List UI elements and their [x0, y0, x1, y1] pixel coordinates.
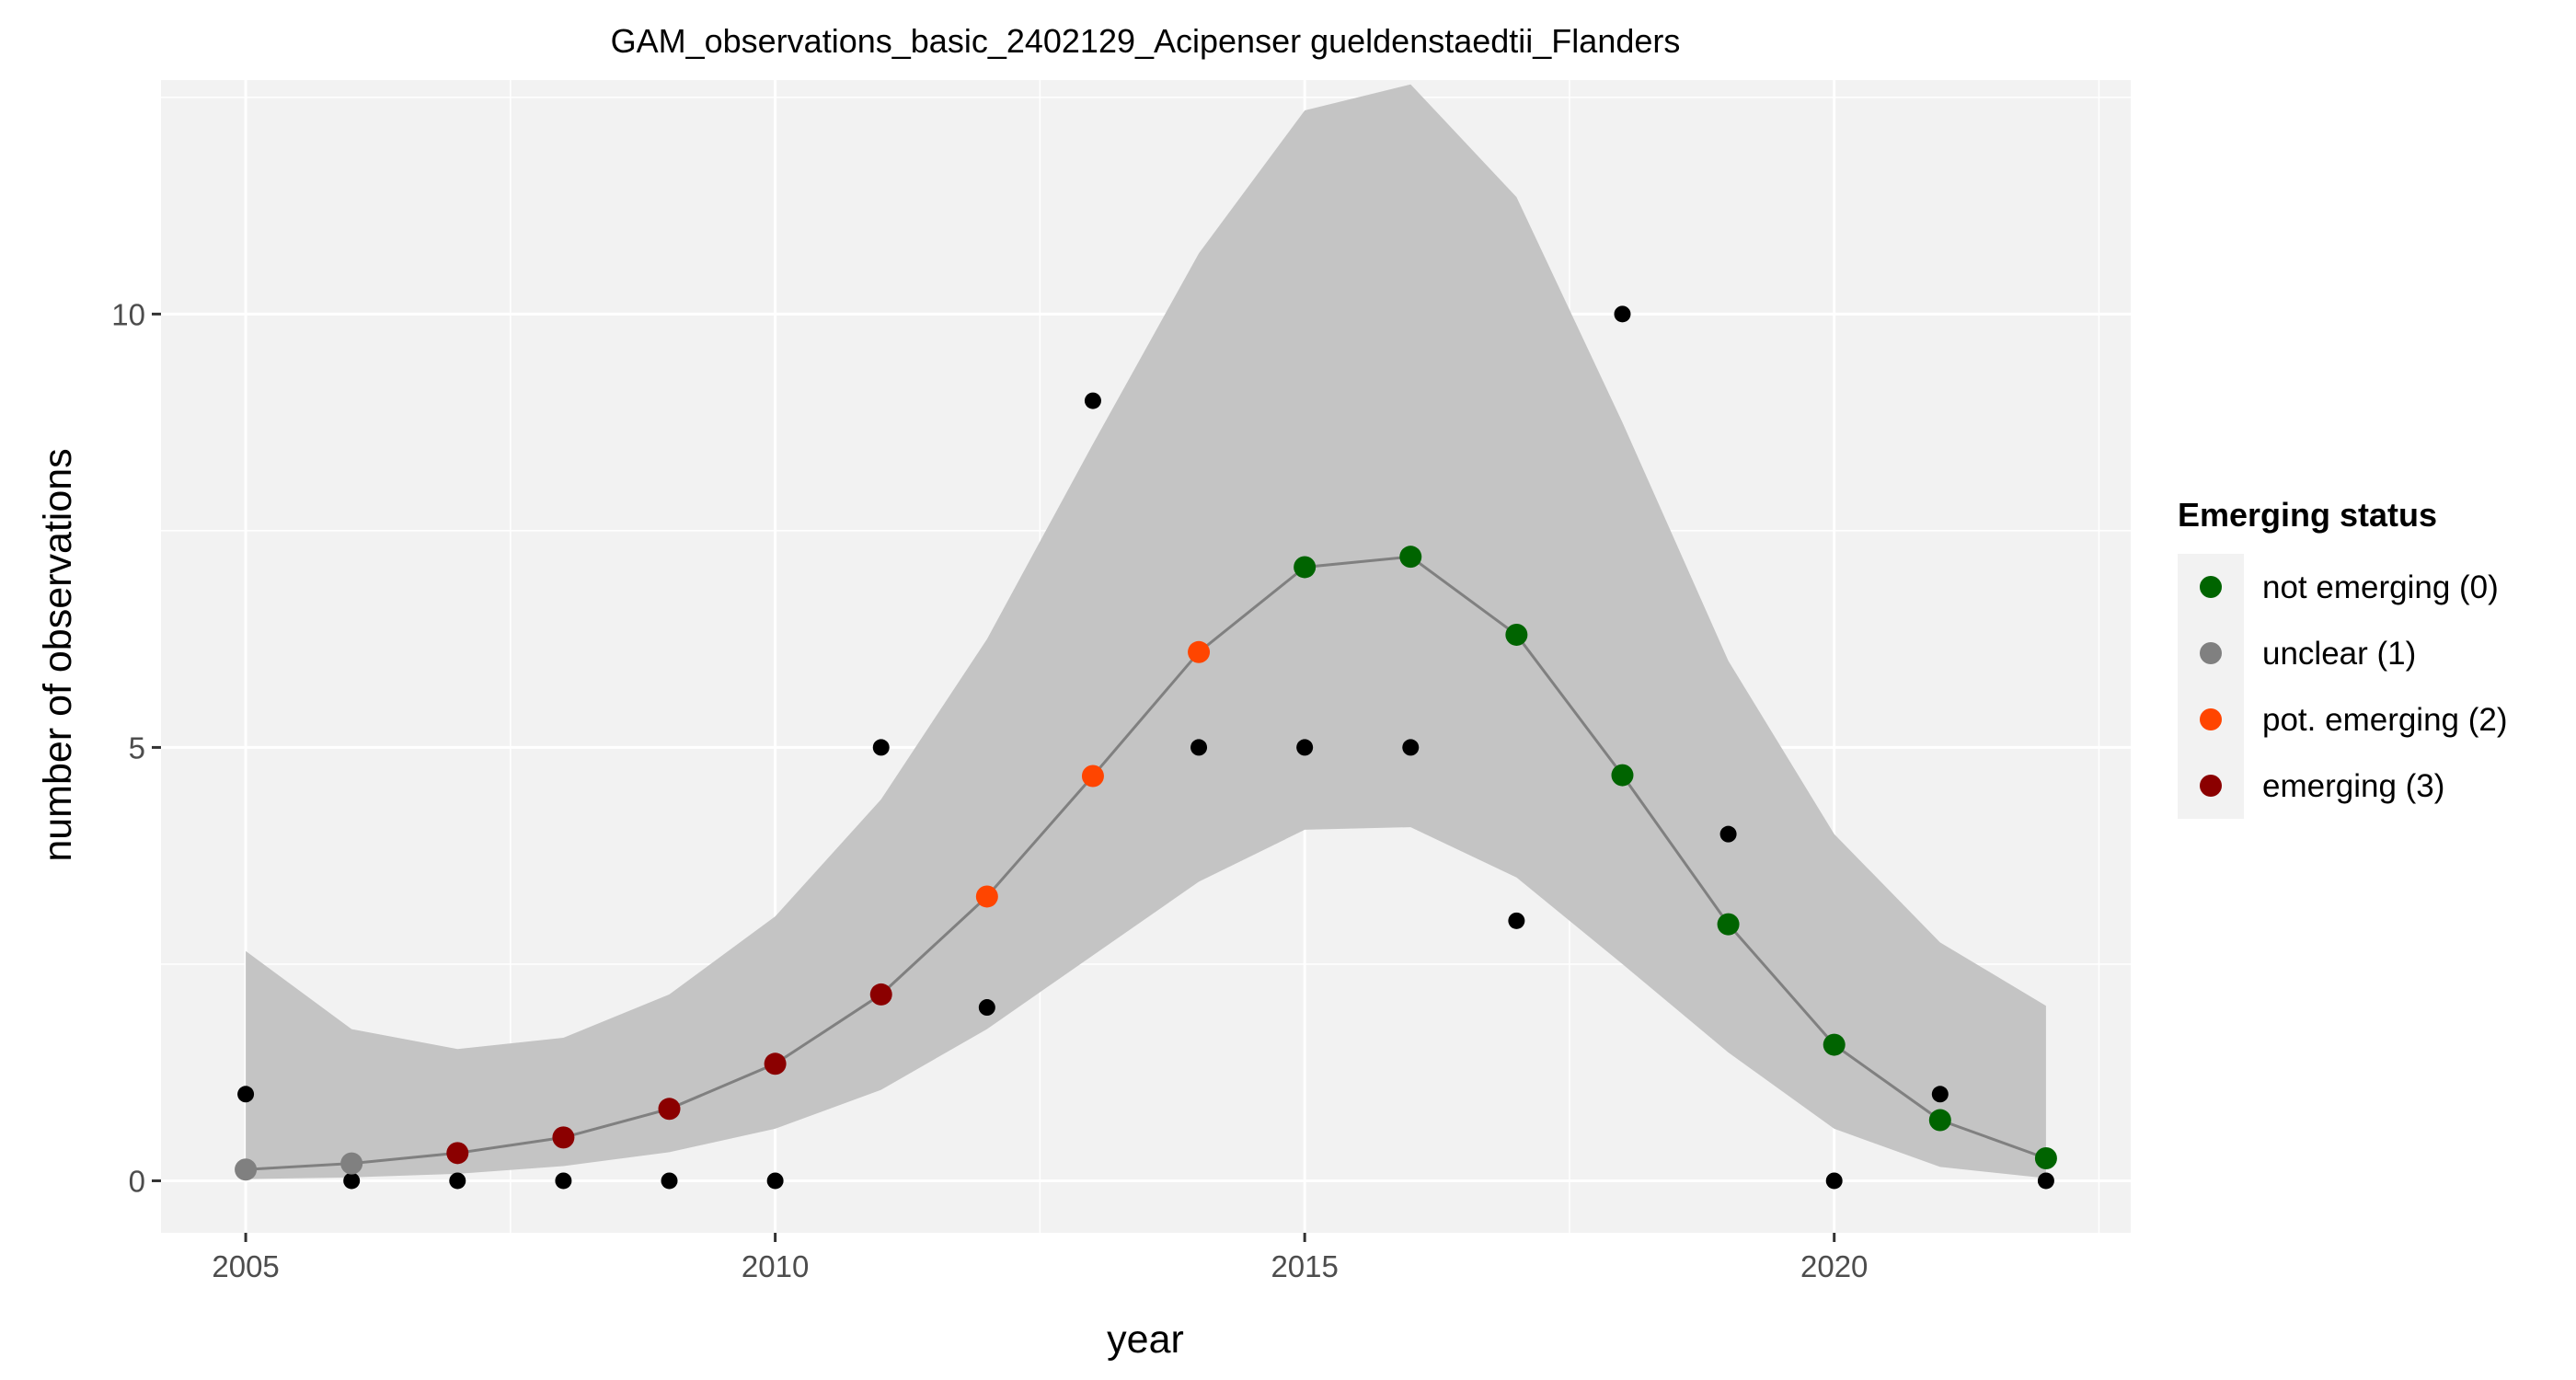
y-tick-label: 10	[111, 297, 145, 331]
fit-point	[975, 885, 998, 908]
fit-point	[764, 1052, 787, 1075]
fit-point	[340, 1152, 363, 1175]
legend: Emerging status not emerging (0) unclear …	[2178, 496, 2508, 819]
fit-point	[1928, 1109, 1951, 1132]
observation-point	[766, 1172, 784, 1190]
y-axis: 0 5 10	[111, 297, 161, 1198]
y-axis-title: number of observations	[36, 448, 80, 861]
confidence-band	[246, 84, 2046, 1179]
fit-point	[1717, 913, 1740, 936]
fit-point	[1294, 556, 1317, 579]
observation-point	[2037, 1172, 2054, 1190]
chart-title: GAM_observations_basic_2402129_Acipenser…	[611, 22, 1681, 60]
observation-point	[1719, 825, 1737, 843]
fit-point	[1188, 640, 1211, 663]
y-tick-label: 0	[129, 1164, 145, 1198]
fit-point	[658, 1098, 681, 1121]
legend-key-dot	[2200, 642, 2222, 664]
fit-point	[552, 1126, 575, 1149]
observation-point	[661, 1172, 678, 1190]
legend-key-dot	[2200, 775, 2222, 797]
observation-point	[1614, 305, 1631, 323]
observation-point	[1402, 739, 1420, 756]
observation-points	[237, 305, 2054, 1190]
x-axis-title: year	[1107, 1317, 1184, 1362]
x-tick-label: 2010	[742, 1249, 809, 1283]
x-axis: 2005 2010 2015 2020	[212, 1233, 1868, 1283]
confidence-band-area	[246, 84, 2046, 1179]
legend-label: not emerging (0)	[2262, 569, 2499, 605]
fit-point	[235, 1158, 258, 1181]
legend-key-dot	[2200, 708, 2222, 730]
fit-point	[1823, 1033, 1846, 1056]
fit-point	[1399, 546, 1422, 569]
observation-point	[1508, 912, 1525, 929]
legend-label: emerging (3)	[2262, 768, 2444, 804]
fit-point	[446, 1142, 469, 1165]
observation-point	[1296, 739, 1314, 756]
x-tick-label: 2020	[1800, 1249, 1868, 1283]
observation-point	[1190, 739, 1208, 756]
legend-key-dot	[2200, 576, 2222, 598]
observation-point	[555, 1172, 572, 1190]
fit-point	[1611, 764, 1634, 787]
fit-point	[1081, 765, 1104, 788]
fit-line	[246, 555, 2047, 1171]
legend-title: Emerging status	[2178, 496, 2437, 534]
x-tick-label: 2005	[212, 1249, 279, 1283]
fit-points	[235, 546, 2057, 1181]
observation-point	[872, 739, 890, 756]
fit-point	[1505, 623, 1528, 646]
observation-point	[449, 1172, 466, 1190]
observation-point	[1084, 392, 1101, 409]
fit-point	[2034, 1146, 2057, 1169]
x-tick-label: 2015	[1271, 1249, 1338, 1283]
observation-point	[343, 1172, 361, 1190]
legend-label: pot. emerging (2)	[2262, 702, 2508, 738]
observation-point	[978, 999, 995, 1017]
observation-point	[237, 1086, 255, 1103]
observation-point	[1931, 1086, 1949, 1103]
observation-point	[1825, 1172, 1843, 1190]
y-tick-label: 5	[129, 730, 145, 765]
legend-label: unclear (1)	[2262, 636, 2416, 672]
fit-point	[869, 983, 892, 1006]
fit-line-layer	[246, 555, 2047, 1171]
